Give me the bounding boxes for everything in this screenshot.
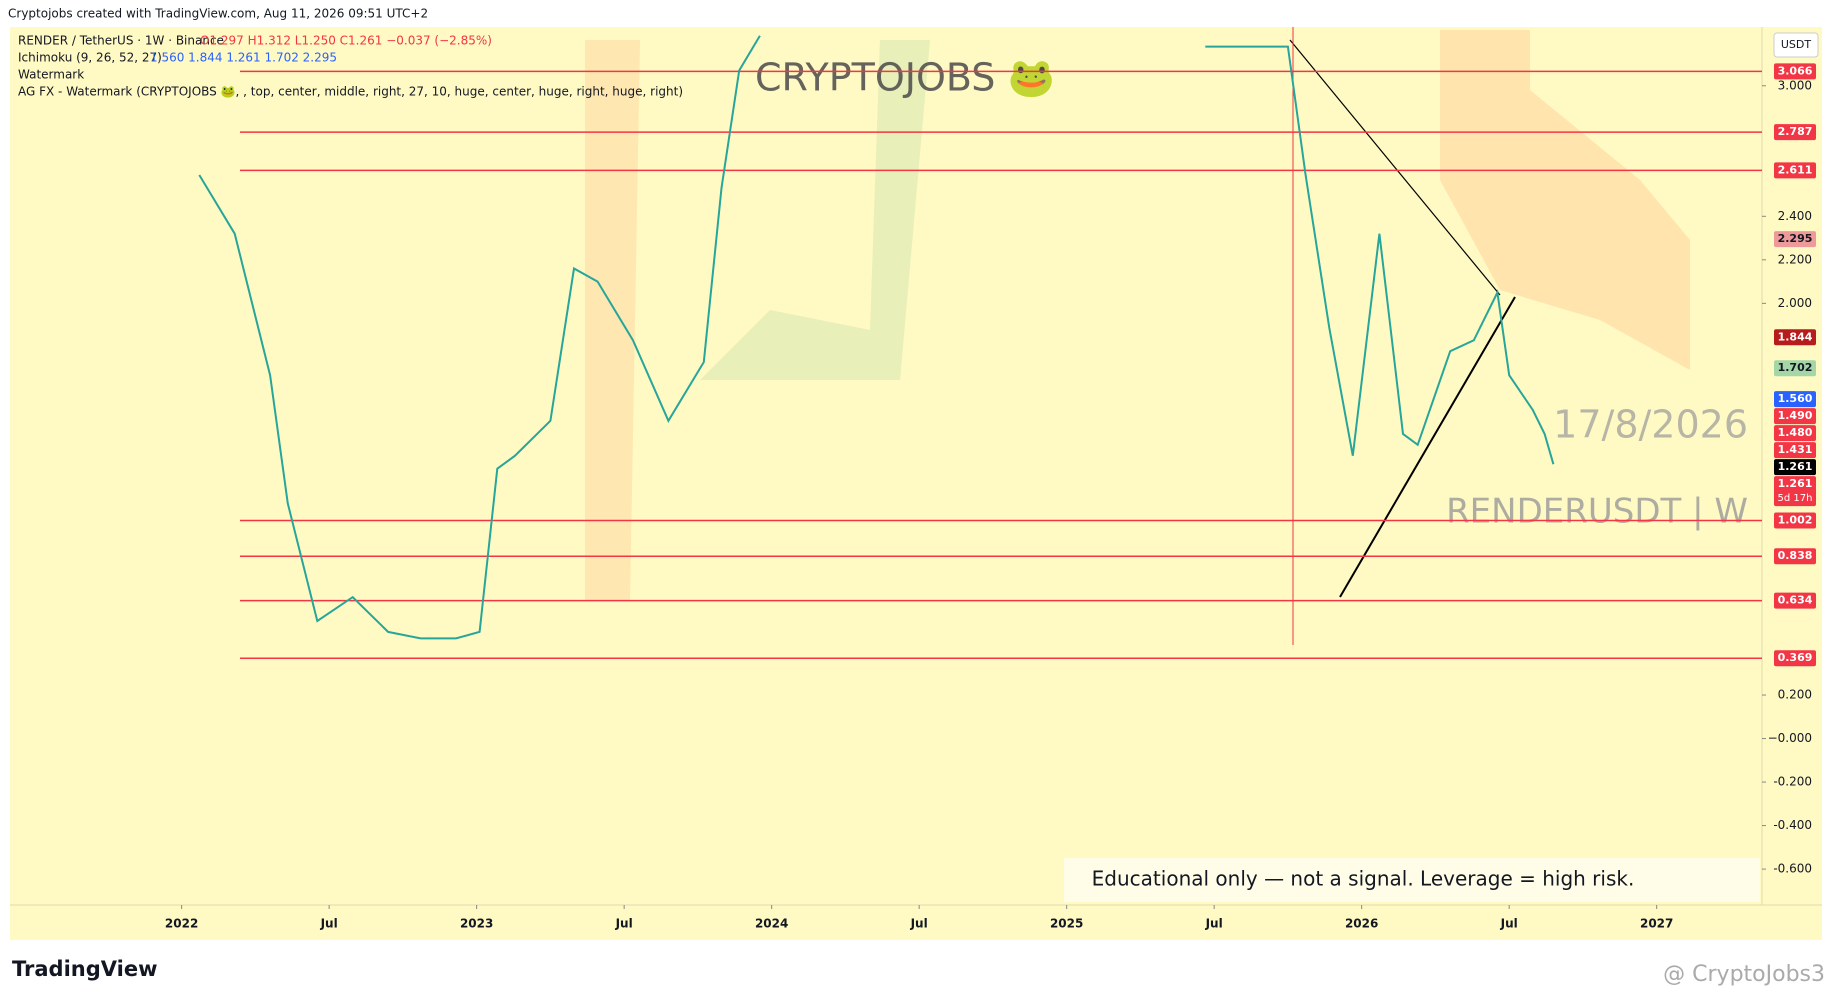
y-tick-label: -0.200 xyxy=(1773,775,1812,789)
price-tag-label: 1.480 xyxy=(1778,426,1813,439)
y-tick-label: 2.000 xyxy=(1778,296,1812,310)
price-tag-label: 1.702 xyxy=(1778,361,1813,374)
x-tick-label: 2022 xyxy=(165,917,198,931)
price-tag-label: 1.261 xyxy=(1778,460,1813,473)
y-tick-label: 0.200 xyxy=(1778,688,1812,702)
date-note: 17/8/2026 xyxy=(1553,403,1748,447)
trendline xyxy=(1339,296,1516,598)
price-tag xyxy=(1774,459,1816,476)
x-tick-label: 2025 xyxy=(1050,917,1083,931)
price-tag xyxy=(1774,408,1816,425)
price-tag-label: 2.787 xyxy=(1778,125,1813,138)
trendline xyxy=(1289,39,1501,296)
price-tag xyxy=(1774,329,1816,346)
price-tag-label: 3.066 xyxy=(1778,64,1813,77)
legend-line: O1.297 H1.312 L1.250 C1.261 −0.037 (−2.8… xyxy=(200,34,492,48)
cloud xyxy=(1440,30,1690,370)
brand: TradingView xyxy=(12,957,157,981)
x-tick-label: Jul xyxy=(320,917,338,931)
credit: Cryptojobs created with TradingView.com,… xyxy=(8,7,428,21)
price-tag-label: 1.844 xyxy=(1778,330,1813,343)
y-tick-label: 2.400 xyxy=(1778,209,1812,223)
x-tick-label: 2026 xyxy=(1345,917,1378,931)
price-tag-label: 1.560 xyxy=(1778,392,1813,405)
price-tag xyxy=(1774,592,1816,609)
price-tag-label: 2.295 xyxy=(1778,232,1813,245)
author: @ CryptoJobs3 xyxy=(1663,962,1825,987)
price-tag xyxy=(1774,391,1816,408)
price-tag xyxy=(1774,650,1816,667)
x-tick-label: Jul xyxy=(910,917,928,931)
price-tag-label: 2.611 xyxy=(1778,163,1813,176)
price-tag xyxy=(1774,425,1816,442)
price-tag xyxy=(1774,512,1816,529)
cloud xyxy=(585,40,640,600)
y-tick-label: -0.400 xyxy=(1773,818,1812,832)
legend-line: Ichimoku (9, 26, 52, 27) xyxy=(18,51,162,65)
x-tick-label: 2027 xyxy=(1640,917,1673,931)
x-tick-label: 2023 xyxy=(460,917,493,931)
countdown: 5d 17h xyxy=(1778,493,1813,504)
price-tag-label: 1.431 xyxy=(1778,443,1813,456)
legend-line: 1.560 1.844 1.261 1.702 2.295 xyxy=(150,51,337,65)
price-line xyxy=(198,35,1555,640)
cloud xyxy=(700,40,930,380)
legend-line: Watermark xyxy=(18,68,84,82)
symbol-note: RENDERUSDT | W xyxy=(1446,492,1748,532)
price-tag xyxy=(1774,162,1816,179)
price-tag xyxy=(1774,360,1816,377)
x-tick-label: Jul xyxy=(1205,917,1223,931)
price-tag-label: 1.261 xyxy=(1778,477,1813,490)
price-tag xyxy=(1774,548,1816,565)
price-tag-label: 0.634 xyxy=(1778,594,1813,607)
price-tag-label: 0.369 xyxy=(1778,651,1813,664)
price-tag xyxy=(1774,63,1816,80)
disclaimer: Educational only — not a signal. Leverag… xyxy=(1092,867,1635,891)
y-tick-label: 2.200 xyxy=(1778,252,1812,266)
price-tag-label: 1.490 xyxy=(1778,409,1813,422)
legend-line: RENDER / TetherUS · 1W · Binance xyxy=(18,34,224,48)
x-tick-label: Jul xyxy=(615,917,633,931)
price-tag xyxy=(1774,124,1816,141)
legend-line: AG FX - Watermark (CRYPTOJOBS 🐸, , top, … xyxy=(18,85,683,99)
price-tag-label: 1.002 xyxy=(1778,514,1813,527)
price-tag xyxy=(1774,442,1816,459)
currency[interactable]: USDT xyxy=(1781,38,1812,51)
disclaimer-box xyxy=(1064,858,1760,902)
price-tag xyxy=(1774,476,1816,507)
price-tag xyxy=(1774,231,1816,248)
y-tick-label: −0.000 xyxy=(1768,731,1812,745)
watermark: CRYPTOJOBS 🐸 xyxy=(755,56,1055,100)
currency-box[interactable] xyxy=(1773,32,1819,58)
x-tick-label: Jul xyxy=(1500,917,1518,931)
y-tick-label: 3.000 xyxy=(1778,78,1812,92)
y-tick-label: -0.600 xyxy=(1773,862,1812,876)
x-tick-label: 2024 xyxy=(755,917,788,931)
price-tag-label: 0.838 xyxy=(1778,549,1813,562)
